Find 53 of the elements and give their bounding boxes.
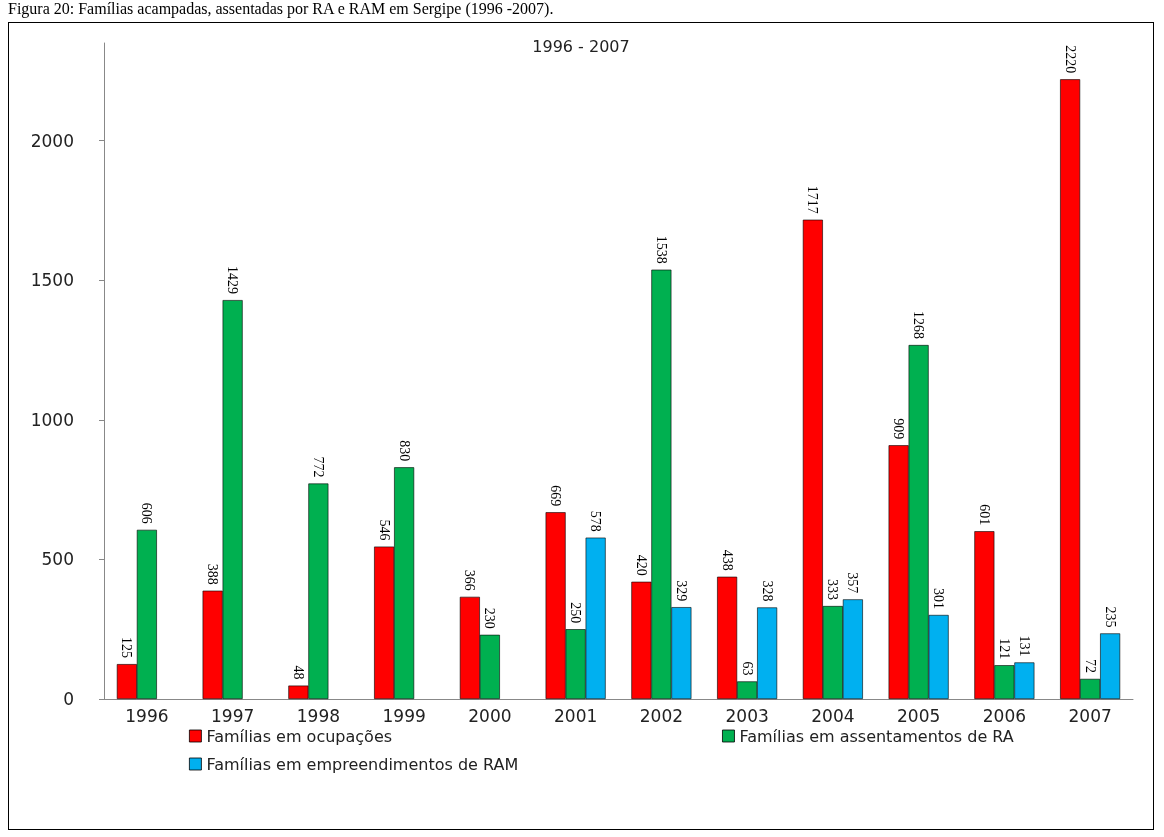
data-label: 546 [376,519,392,541]
y-tick-label: 2000 [30,130,74,151]
y-tick-label: 1500 [30,270,74,291]
data-label: 131 [1016,635,1032,657]
data-label: 1268 [911,311,927,340]
data-label: 235 [1102,606,1118,628]
data-label: 909 [891,418,907,440]
x-tick-label: 2002 [639,705,684,726]
x-tick-label: 2003 [725,705,769,726]
data-label: 301 [931,587,947,609]
data-label: 578 [588,510,604,532]
data-label: 669 [548,485,564,507]
data-label: 830 [396,440,412,462]
data-label: 329 [673,580,689,602]
legend-label: Famílias em ocupações [206,726,393,746]
data-label: 250 [568,602,584,624]
x-tick-label: 2004 [811,705,855,726]
data-label: 420 [633,554,649,576]
data-label: 328 [759,580,775,602]
data-label: 772 [310,456,326,478]
data-label: 230 [482,607,498,629]
data-label: 125 [119,637,135,659]
data-label: 438 [719,549,735,571]
data-label: 601 [976,504,992,526]
x-tick-label: 2007 [1068,705,1112,726]
data-label: 1538 [653,235,669,264]
x-tick-label: 1999 [382,705,426,726]
legend-label: Famílias em assentamentos de RA [739,726,1014,746]
x-tick-label: 2006 [982,705,1027,726]
data-label: 357 [845,572,861,594]
data-label: 72 [1082,658,1098,673]
y-tick-label: 0 [63,689,74,709]
x-tick-label: 2000 [468,705,512,726]
data-label: 63 [739,661,755,676]
x-tick-label: 2005 [896,705,941,726]
x-tick-label: 1996 [125,705,169,726]
data-label: 366 [462,569,478,591]
text: Figura 20: Famílias acampadas, assentadas por RA e RAM em Sergipe (1996 -2007). [8,0,554,18]
y-tick-label: 500 [41,549,74,570]
chart-title: 1996 - 2007 [532,36,630,56]
legend-label: Famílias em empreendimentos de RAM [206,754,519,774]
x-tick-label: 1998 [296,705,341,726]
y-tick-label: 1000 [30,409,74,430]
data-label: 121 [996,638,1012,660]
data-label: 333 [825,579,841,601]
x-tick-label: 1997 [210,705,255,726]
data-label: 2220 [1062,45,1078,74]
data-label: 1717 [805,185,821,214]
data-label: 606 [139,502,155,524]
data-label: 388 [205,563,221,585]
data-label: 48 [290,665,306,680]
x-tick-label: 2001 [553,705,598,726]
data-label: 1429 [225,266,241,295]
